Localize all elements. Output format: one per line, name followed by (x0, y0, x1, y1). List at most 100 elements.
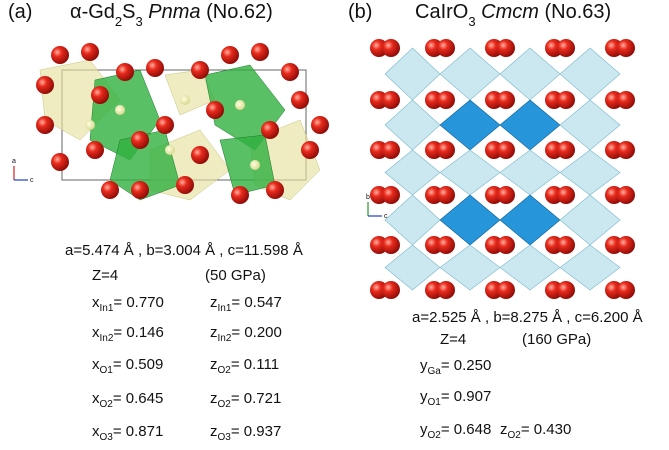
param-subscript: O2 (508, 430, 522, 441)
atomic-parameter: xIn2= 0.146 (92, 324, 164, 344)
atomic-parameter: zO2= 0.430 (500, 421, 571, 441)
param-subscript: O3 (218, 432, 232, 443)
axis-label: a (12, 158, 16, 165)
atom (91, 86, 109, 104)
title-part: 3 (468, 14, 475, 29)
param-value: = 0.509 (113, 356, 163, 373)
axis-label: c (30, 177, 34, 184)
param-value: = 0.430 (521, 421, 571, 438)
param-subscript: O1 (100, 365, 114, 376)
pressure: (160 GPa) (522, 331, 591, 348)
polyhedron (220, 135, 275, 195)
atom (557, 281, 575, 299)
atomic-parameter: xO3= 0.871 (92, 423, 163, 443)
panel-title: α-Gd2S3 Pnma (No.62) (70, 1, 273, 29)
atom (382, 141, 400, 159)
axis-label: c (384, 213, 388, 220)
param-value: = 0.200 (231, 324, 281, 341)
title-part: (No.62) (201, 1, 273, 23)
param-symbol: z (210, 390, 218, 407)
atom (617, 39, 635, 57)
atom (382, 39, 400, 57)
param-symbol: z (500, 421, 508, 438)
atom (557, 39, 575, 57)
atom (86, 141, 104, 159)
atom (116, 63, 134, 81)
atomic-parameter: xO2= 0.645 (92, 390, 163, 410)
title-part: S (122, 1, 135, 23)
param-subscript: Ga (428, 366, 442, 377)
atomic-parameter: zIn2= 0.200 (210, 324, 282, 344)
formula-units: Z=4 (440, 331, 466, 348)
atom (51, 46, 69, 64)
atom (231, 186, 249, 204)
atomic-parameter: xIn1= 0.770 (92, 294, 164, 314)
atom (131, 181, 149, 199)
param-value: = 0.648 (441, 421, 491, 438)
panel-label: (b) (348, 1, 372, 23)
param-value: = 0.146 (113, 324, 163, 341)
atom (261, 121, 279, 139)
param-value: = 0.770 (113, 294, 163, 311)
panel-title: CaIrO3 Cmcm (No.63) (415, 1, 611, 29)
atom (437, 186, 455, 204)
atom (221, 46, 239, 64)
lattice-constants: a=2.525 Å , b=8.275 Å , c=6.200 Å (412, 309, 643, 326)
atom (617, 236, 635, 254)
lattice-constants: a=5.474 Å , b=3.004 Å , c=11.598 Å (65, 242, 303, 259)
atom (191, 61, 209, 79)
atom (617, 186, 635, 204)
title-part: α-Gd (70, 1, 115, 23)
atom (36, 116, 54, 134)
atomic-parameter: yO1= 0.907 (420, 388, 491, 408)
atom (617, 281, 635, 299)
atomic-parameter: zIn1= 0.547 (210, 294, 282, 314)
param-subscript: O2 (218, 365, 232, 376)
atomic-parameter: zO2= 0.721 (210, 390, 281, 410)
figure: (a) α-Gd2S3 Pnma (No.62) a c a=5.474 Å , b=3… (0, 0, 669, 450)
param-subscript: O2 (218, 399, 232, 410)
atom (180, 95, 190, 105)
atom (165, 145, 175, 155)
atom (437, 39, 455, 57)
atom (557, 186, 575, 204)
atom (497, 141, 515, 159)
param-value: = 0.907 (441, 388, 491, 405)
param-value: = 0.871 (113, 423, 163, 440)
atom (437, 91, 455, 109)
atom (115, 105, 125, 115)
atom (235, 100, 245, 110)
atom (176, 176, 194, 194)
atom (250, 160, 260, 170)
atom (497, 39, 515, 57)
param-symbol: z (210, 423, 218, 440)
atom (557, 141, 575, 159)
title-part: 2 (115, 14, 122, 29)
param-value: = 0.250 (441, 357, 491, 374)
param-symbol: z (210, 324, 218, 341)
atom (36, 76, 54, 94)
atom (437, 281, 455, 299)
atom (156, 116, 174, 134)
param-value: = 0.547 (231, 294, 281, 311)
atom (617, 141, 635, 159)
atom (382, 91, 400, 109)
atom (497, 236, 515, 254)
atom (251, 43, 269, 61)
param-subscript: O2 (428, 430, 442, 441)
structure-a (36, 43, 329, 204)
atom (101, 181, 119, 199)
atom (146, 59, 164, 77)
atom (291, 91, 309, 109)
title-part: Cmcm (476, 1, 539, 23)
atom (266, 181, 284, 199)
panel-label: (a) (8, 1, 32, 23)
param-value: = 0.721 (231, 390, 281, 407)
param-value: = 0.645 (113, 390, 163, 407)
param-value: = 0.937 (231, 423, 281, 440)
atom (382, 236, 400, 254)
atom (191, 146, 209, 164)
title-part: CaIrO (415, 1, 468, 23)
param-subscript: O1 (428, 397, 442, 408)
atom (557, 236, 575, 254)
